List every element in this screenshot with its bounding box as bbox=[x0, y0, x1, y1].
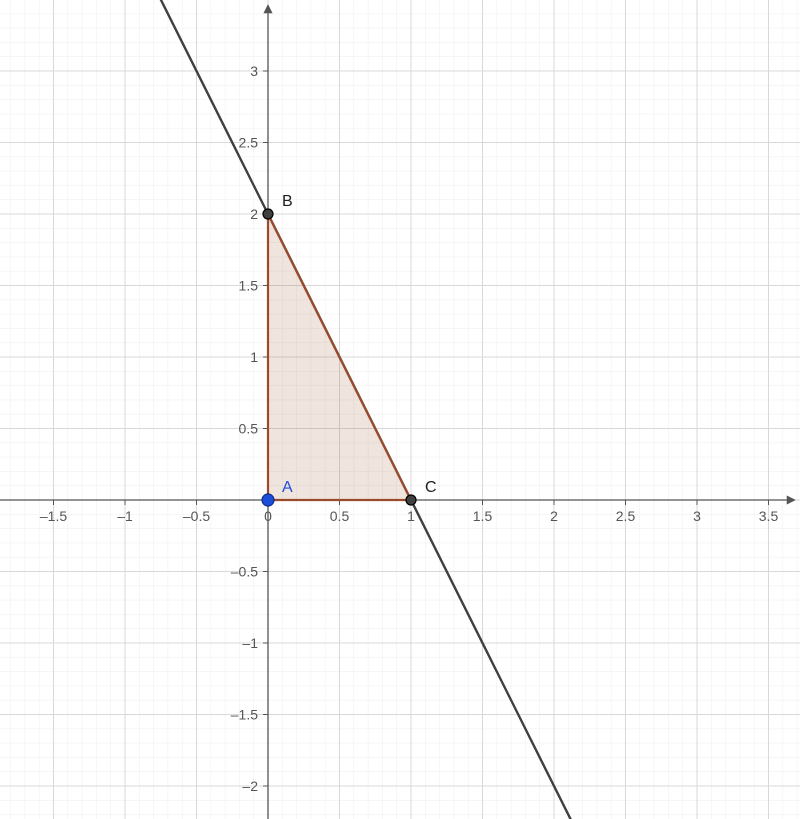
x-tick-label: 3 bbox=[693, 508, 701, 524]
y-tick-label: 1.5 bbox=[239, 277, 259, 293]
x-tick-label: –1 bbox=[117, 508, 133, 524]
y-tick-label: 3 bbox=[250, 63, 258, 79]
y-tick-label: –2 bbox=[242, 778, 258, 794]
point-label-a: A bbox=[282, 479, 293, 496]
x-tick-label: 3.5 bbox=[759, 508, 779, 524]
y-tick-label: 2 bbox=[250, 206, 258, 222]
coordinate-plane: –1.5 –1 –0.5 0 0.5 1 1.5 2 2.5 3 3.5 –2 –1.5 –1 –0.5 0.… bbox=[0, 0, 800, 819]
point-b[interactable] bbox=[263, 209, 273, 219]
y-tick-label: –0.5 bbox=[231, 563, 258, 579]
y-tick-label: –1 bbox=[242, 635, 258, 651]
x-tick-label: 2 bbox=[550, 508, 558, 524]
y-tick-label: 1 bbox=[250, 349, 258, 365]
x-tick-label: –0.5 bbox=[183, 508, 210, 524]
x-tick-label: 0 bbox=[264, 508, 272, 524]
x-tick-label: 2.5 bbox=[616, 508, 636, 524]
line-bc bbox=[0, 0, 800, 819]
x-tick-label: 0.5 bbox=[330, 508, 350, 524]
point-a[interactable] bbox=[262, 494, 274, 506]
point-label-b: B bbox=[282, 193, 293, 210]
y-tick-label: –1.5 bbox=[231, 706, 258, 722]
y-tick-label: 0.5 bbox=[239, 420, 259, 436]
x-tick-label: –1.5 bbox=[40, 508, 67, 524]
y-tick-label: 2.5 bbox=[239, 134, 259, 150]
point-c[interactable] bbox=[406, 495, 416, 505]
x-tick-label: 1 bbox=[407, 508, 415, 524]
minor-grid bbox=[0, 0, 800, 819]
x-tick-label: 1.5 bbox=[473, 508, 493, 524]
point-label-c: C bbox=[425, 479, 437, 496]
major-grid bbox=[0, 0, 800, 819]
